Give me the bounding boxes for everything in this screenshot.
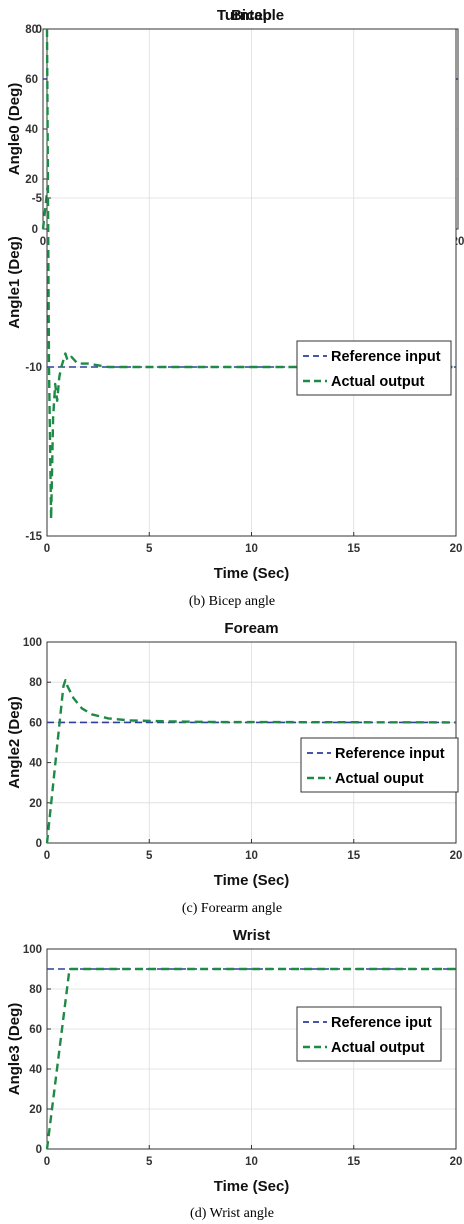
legend-label-reference: Reference iput	[331, 1015, 432, 1031]
y-tick-label: 20	[25, 174, 38, 186]
y-tick-label: 80	[29, 984, 42, 996]
x-tick-label: 5	[146, 850, 153, 862]
legend-label-reference: Reference input	[335, 746, 445, 762]
x-axis-label: Time (Sec)	[214, 1178, 290, 1195]
y-axis-label: Angle3 (Deg)	[6, 1003, 23, 1096]
series-actual-line	[45, 679, 457, 844]
legend-label-actual: Actual output	[331, 1040, 425, 1056]
x-axis-label: Time (Sec)	[214, 872, 290, 889]
y-tick-label: 20	[29, 1104, 42, 1116]
y-axis-label: Angle0 (Deg)	[6, 83, 23, 176]
legend-label-reference: Reference input	[331, 349, 441, 365]
figure-caption: (d) Wrist angle	[190, 1206, 274, 1221]
x-tick-label: 15	[347, 850, 360, 862]
chart-title: Wrist	[233, 927, 270, 944]
x-tick-label: 15	[347, 543, 360, 555]
chart-forearm: 0 5 10 15 20 0 20 40 60 80 100 Foream Time (Sec) Angl…	[6, 620, 462, 916]
chart-title: Bicep	[231, 7, 272, 24]
x-tick-label: 5	[146, 1156, 153, 1168]
x-tick-label: 10	[245, 1156, 258, 1168]
y-tick-label: 0	[32, 224, 38, 236]
y-tick-label: 60	[29, 717, 42, 729]
y-tick-label: 80	[29, 677, 42, 689]
y-tick-label: 0	[36, 1144, 42, 1156]
figure-caption: (c) Forearm angle	[182, 901, 282, 916]
figure-caption: (b) Bicep angle	[189, 594, 275, 609]
x-tick-label: 10	[245, 543, 258, 555]
x-axis-label: Time (Sec)	[214, 565, 290, 582]
y-tick-label: 60	[25, 74, 38, 86]
legend-box	[296, 1006, 442, 1062]
y-axis-label: Angle2 (Deg)	[6, 696, 23, 789]
y-tick-label: 40	[25, 124, 38, 136]
y-tick-label: -15	[25, 531, 42, 543]
legend-box	[296, 340, 452, 396]
y-tick-label: -10	[25, 362, 42, 374]
x-tick-label: 10	[245, 850, 258, 862]
y-tick-label: -5	[32, 193, 43, 205]
legend: Reference input Actual ouput	[300, 737, 459, 793]
y-tick-label: 0	[36, 838, 42, 850]
x-tick-label: 0	[44, 850, 50, 862]
legend-label-actual: Actual output	[331, 374, 425, 390]
x-tick-label: 15	[347, 1156, 360, 1168]
x-tick-label: 0	[44, 543, 50, 555]
y-tick-label: 100	[23, 944, 42, 956]
series-actual-line	[45, 28, 456, 521]
legend: Reference input Actual output	[296, 340, 452, 396]
y-tick-label: 100	[23, 637, 42, 649]
y-tick-label: 0	[36, 24, 42, 36]
y-tick-label: 20	[29, 798, 42, 810]
y-tick-label: 60	[29, 1024, 42, 1036]
chart-bicep: 0 5 10 15 20 -15 -10 -5 0 Bicep Time (Sec) Angle1 (…	[6, 7, 462, 609]
legend: Reference iput Actual output	[296, 1006, 442, 1062]
x-tick-label: 5	[146, 543, 153, 555]
y-tick-label: 80	[25, 24, 38, 36]
legend-box	[300, 737, 459, 793]
y-tick-label: 40	[29, 1064, 42, 1076]
chart-wrist: 0 5 10 15 20 0 20 40 60 80 100 Wrist Time (Sec) Angle…	[6, 927, 462, 1221]
y-axis-label: Angle1 (Deg)	[6, 236, 23, 329]
series-actual-line	[45, 967, 456, 1150]
x-tick-label: 0	[40, 236, 46, 248]
x-tick-label: 0	[44, 1156, 50, 1168]
x-tick-label: 20	[450, 850, 463, 862]
x-tick-label: 20	[450, 543, 463, 555]
x-tick-label: 20	[450, 1156, 463, 1168]
chart-title: Turntable	[217, 7, 284, 24]
chart-title: Foream	[224, 620, 278, 637]
y-tick-label: 40	[29, 758, 42, 770]
legend-label-actual: Actual ouput	[335, 771, 424, 787]
